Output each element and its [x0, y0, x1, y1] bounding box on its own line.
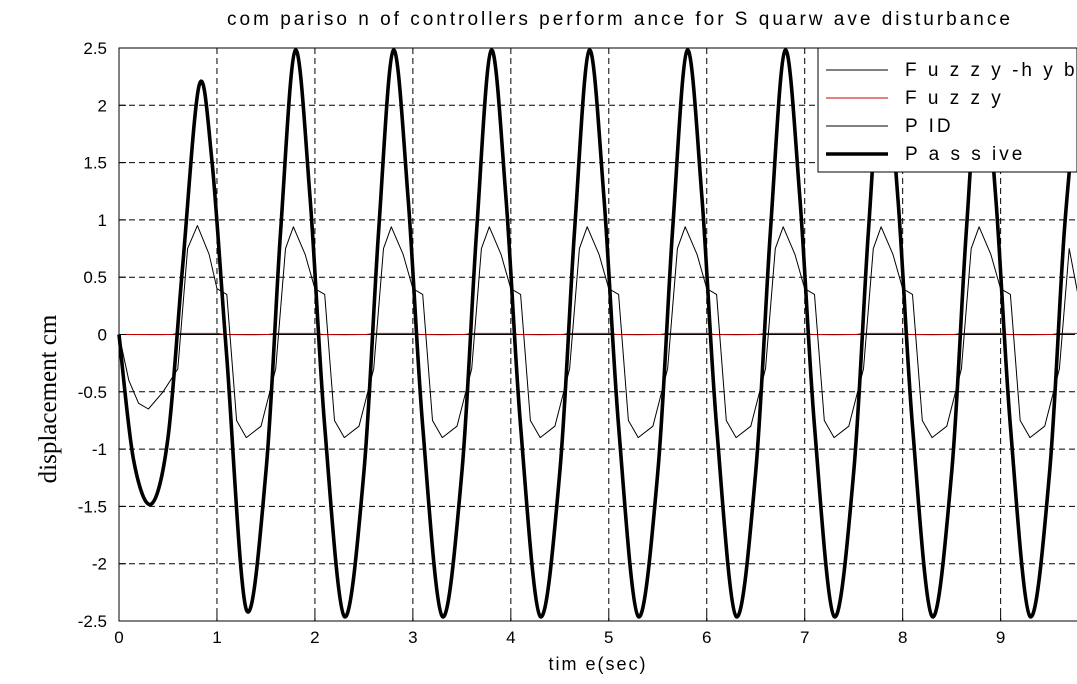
x-tick-label: 9: [996, 628, 1005, 647]
series-line-fuzzy: [118, 332, 1077, 336]
series-line-pid: [118, 225, 1077, 439]
y-tick-label: 2: [98, 96, 107, 115]
y-tick-label: 0.5: [83, 268, 107, 287]
y-tick-label: 1.5: [83, 154, 107, 173]
x-tick-label: 3: [408, 628, 417, 647]
x-tick-label: 2: [310, 628, 319, 647]
legend-label: P ID: [905, 116, 954, 137]
legend: F u z z y -h y b rid F u z z y P ID P a s s…: [817, 47, 1077, 173]
y-tick-label: 2.5: [83, 39, 107, 58]
legend-label: P a s s ive: [905, 144, 1025, 165]
x-tick-label: 7: [800, 628, 809, 647]
x-tick-label: 6: [702, 628, 711, 647]
y-tick-label: -2.5: [78, 612, 107, 631]
y-tick-label: 0: [98, 326, 107, 345]
legend-box: [817, 47, 1077, 173]
x-tick-label: 0: [114, 628, 123, 647]
x-axis-label: tim e(sec): [548, 654, 647, 674]
y-tick-label: -1: [92, 440, 107, 459]
x-tick-label: 1: [212, 628, 221, 647]
legend-label: F u z z y: [905, 88, 1004, 109]
y-tick-label: -0.5: [78, 383, 107, 402]
y-tick-label: -1.5: [78, 497, 107, 516]
y-tick-label: -2: [92, 555, 107, 574]
data-series: [117, 48, 1077, 619]
x-tick-label: 4: [506, 628, 515, 647]
x-tick-label: 5: [604, 628, 613, 647]
y-axis-label: displacement cm: [35, 314, 62, 483]
legend-label: F u z z y -h y b rid: [905, 60, 1077, 81]
chart-title: com pariso n of controllers perform ance…: [227, 9, 1013, 30]
y-axis-ticks: 2.5 2 1.5 1 0.5 0 -0.5 -1 -1.5 -2 -2.5: [78, 39, 126, 631]
y-tick-label: 1: [98, 211, 107, 230]
x-tick-label: 8: [898, 628, 907, 647]
series-line-passive: [117, 48, 1077, 619]
x-axis-ticks: 0 1 2 3 4 5 6 7 8 9: [114, 614, 1005, 647]
